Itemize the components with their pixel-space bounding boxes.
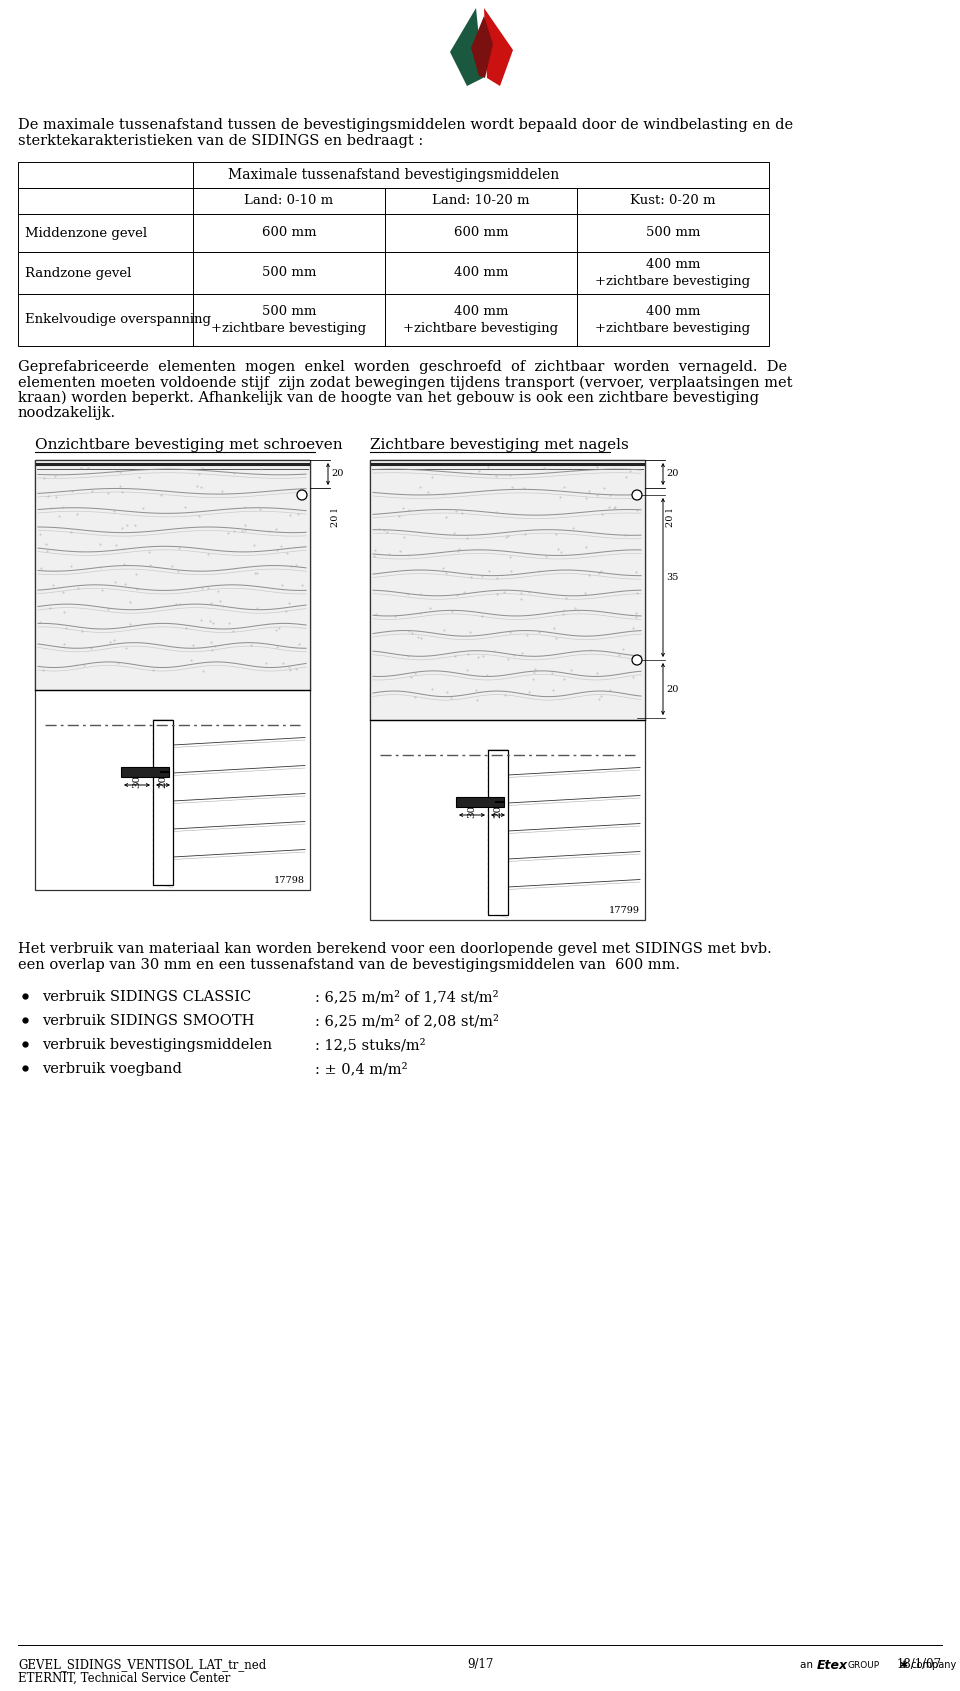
- Text: 400 mm
+zichtbare bevestiging: 400 mm +zichtbare bevestiging: [595, 259, 751, 287]
- Bar: [153, 720, 173, 884]
- Text: : 6,25 m/m² of 2,08 st/m²: : 6,25 m/m² of 2,08 st/m²: [315, 1015, 499, 1028]
- Circle shape: [297, 490, 307, 501]
- Text: Onzichtbare bevestiging met schroeven: Onzichtbare bevestiging met schroeven: [35, 438, 343, 451]
- Bar: [121, 768, 169, 776]
- Text: 9/17: 9/17: [467, 1657, 493, 1671]
- Text: Maximale tussenafstand bevestigingsmiddelen: Maximale tussenafstand bevestigingsmidde…: [228, 167, 559, 183]
- Text: Het verbruik van materiaal kan worden berekend voor een doorlopende gevel met SI: Het verbruik van materiaal kan worden be…: [18, 942, 772, 955]
- Bar: [193, 294, 385, 347]
- Text: 18/1/07: 18/1/07: [897, 1657, 942, 1671]
- Bar: [193, 215, 385, 252]
- Text: 400 mm
+zichtbare bevestiging: 400 mm +zichtbare bevestiging: [595, 306, 751, 335]
- Bar: [488, 751, 508, 915]
- Text: verbruik SIDINGS CLASSIC: verbruik SIDINGS CLASSIC: [42, 989, 252, 1004]
- Text: 30: 30: [132, 774, 141, 788]
- Text: kraan) worden beperkt. Afhankelijk van de hoogte van het gebouw is ook een zicht: kraan) worden beperkt. Afhankelijk van d…: [18, 391, 759, 406]
- Polygon shape: [450, 8, 483, 86]
- Text: Land: 10-20 m: Land: 10-20 m: [432, 194, 530, 208]
- Bar: [456, 796, 504, 807]
- Text: een overlap van 30 mm en een tussenafstand van de bevestigingsmiddelen van  600 : een overlap van 30 mm en een tussenafsta…: [18, 959, 680, 972]
- Text: 20: 20: [666, 470, 679, 479]
- Bar: [370, 460, 645, 720]
- Text: 17799: 17799: [609, 906, 640, 915]
- Text: ✱ company: ✱ company: [900, 1661, 956, 1671]
- Text: GROUP: GROUP: [848, 1661, 880, 1671]
- Bar: [18, 188, 193, 215]
- Text: 20: 20: [331, 470, 344, 479]
- Text: GEVEL_SIDINGS_VENTISOL_LAT_tr_ned: GEVEL_SIDINGS_VENTISOL_LAT_tr_ned: [18, 1657, 266, 1671]
- Text: 600 mm: 600 mm: [262, 227, 316, 240]
- Bar: [18, 215, 193, 252]
- Text: Randzone gevel: Randzone gevel: [25, 267, 132, 279]
- Circle shape: [632, 490, 642, 501]
- Text: verbruik voegband: verbruik voegband: [42, 1062, 181, 1075]
- Text: 20 l: 20 l: [666, 509, 675, 528]
- Text: Geprefabriceerde  elementen  mogen  enkel  worden  geschroefd  of  zichtbaar  wo: Geprefabriceerde elementen mogen enkel w…: [18, 360, 787, 374]
- Text: 30: 30: [468, 805, 476, 818]
- Bar: [193, 252, 385, 294]
- Text: verbruik SIDINGS SMOOTH: verbruik SIDINGS SMOOTH: [42, 1015, 254, 1028]
- Bar: [370, 460, 645, 920]
- Text: 500 mm: 500 mm: [262, 267, 316, 279]
- Bar: [18, 162, 769, 188]
- Bar: [18, 294, 193, 347]
- Text: noodzakelijk.: noodzakelijk.: [18, 406, 116, 421]
- Text: Kust: 0-20 m: Kust: 0-20 m: [631, 194, 716, 208]
- Text: Middenzone gevel: Middenzone gevel: [25, 227, 147, 240]
- Text: Enkelvoudige overspanning: Enkelvoudige overspanning: [25, 313, 211, 326]
- Bar: [35, 460, 310, 690]
- Bar: [35, 460, 310, 889]
- Bar: [385, 188, 577, 215]
- Text: 20 l: 20 l: [331, 509, 340, 528]
- Text: 400 mm
+zichtbare bevestiging: 400 mm +zichtbare bevestiging: [403, 306, 559, 335]
- Bar: [577, 215, 769, 252]
- Text: 600 mm: 600 mm: [454, 227, 508, 240]
- Text: Zichtbare bevestiging met nagels: Zichtbare bevestiging met nagels: [370, 438, 629, 451]
- Text: verbruik bevestigingsmiddelen: verbruik bevestigingsmiddelen: [42, 1038, 272, 1052]
- Text: an: an: [800, 1661, 816, 1671]
- Text: 400 mm: 400 mm: [454, 267, 508, 279]
- Text: : ± 0,4 m/m²: : ± 0,4 m/m²: [315, 1062, 407, 1075]
- Text: : 6,25 m/m² of 1,74 st/m²: : 6,25 m/m² of 1,74 st/m²: [315, 989, 498, 1004]
- Bar: [577, 188, 769, 215]
- Text: : 12,5 stuks/m²: : 12,5 stuks/m²: [315, 1038, 425, 1052]
- Bar: [385, 215, 577, 252]
- Bar: [385, 294, 577, 347]
- Text: Etex: Etex: [817, 1659, 848, 1672]
- Bar: [18, 252, 193, 294]
- Text: ETERNIT, Technical Service Center: ETERNIT, Technical Service Center: [18, 1672, 230, 1684]
- Text: Land: 0-10 m: Land: 0-10 m: [245, 194, 333, 208]
- Text: 500 mm: 500 mm: [646, 227, 700, 240]
- Text: 500 mm
+zichtbare bevestiging: 500 mm +zichtbare bevestiging: [211, 306, 367, 335]
- Bar: [577, 252, 769, 294]
- Text: 20: 20: [158, 774, 167, 788]
- Text: 35: 35: [666, 573, 679, 582]
- Bar: [385, 252, 577, 294]
- Bar: [577, 294, 769, 347]
- Bar: [193, 188, 385, 215]
- Text: De maximale tussenafstand tussen de bevestigingsmiddelen wordt bepaald door de w: De maximale tussenafstand tussen de beve…: [18, 118, 793, 132]
- Text: sterktekarakteristieken van de SIDINGS en bedraagt :: sterktekarakteristieken van de SIDINGS e…: [18, 134, 423, 149]
- Polygon shape: [484, 8, 513, 86]
- Text: 20: 20: [666, 685, 679, 693]
- Circle shape: [632, 654, 642, 665]
- Text: 17798: 17798: [274, 876, 305, 884]
- Polygon shape: [471, 15, 493, 78]
- Text: 20: 20: [493, 805, 502, 818]
- Text: elementen moeten voldoende stijf  zijn zodat bewegingen tijdens transport (vervo: elementen moeten voldoende stijf zijn zo…: [18, 375, 793, 391]
